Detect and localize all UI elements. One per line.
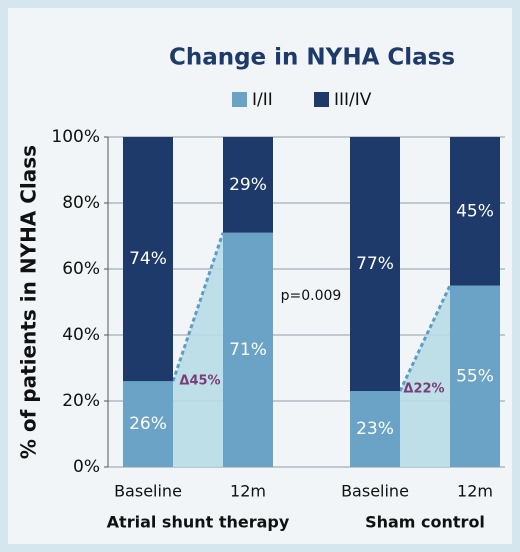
x-tick-label: 12m xyxy=(230,482,266,501)
legend-label: I/II xyxy=(252,90,273,110)
chart-title: Change in NYHA Class xyxy=(169,45,455,71)
legend-swatch xyxy=(232,92,247,107)
bar-segment xyxy=(350,391,400,467)
data-label: 26% xyxy=(129,414,167,434)
data-label: 23% xyxy=(356,419,394,439)
y-tick-label: 0% xyxy=(73,457,100,477)
bar-segment xyxy=(350,137,400,392)
annotation: p=0.009 xyxy=(281,288,342,304)
y-tick-label: 40% xyxy=(62,325,100,345)
data-label: 74% xyxy=(129,249,167,269)
annotation: Δ45% xyxy=(179,374,220,389)
change-line xyxy=(398,284,452,392)
bar-segment xyxy=(123,137,173,382)
legend-label: III/IV xyxy=(334,90,372,110)
data-label: 71% xyxy=(229,340,267,360)
bar-segment xyxy=(223,137,273,233)
x-tick-label: Baseline xyxy=(114,482,182,501)
group-label: Atrial shunt therapy xyxy=(107,513,290,532)
x-tick-label: Baseline xyxy=(341,482,409,501)
y-tick-label: 100% xyxy=(51,127,100,147)
data-label: 29% xyxy=(229,175,267,195)
bar-segment xyxy=(450,285,500,467)
group-label: Sham control xyxy=(365,513,485,532)
bar-segment xyxy=(123,381,173,467)
y-tick-label: 80% xyxy=(62,193,100,213)
change-area xyxy=(400,285,450,467)
data-label: 55% xyxy=(456,366,494,386)
change-line xyxy=(171,232,225,382)
change-area xyxy=(173,232,223,467)
annotation: Δ22% xyxy=(403,382,444,397)
bar-segment xyxy=(450,137,500,286)
legend-swatch xyxy=(314,92,329,107)
y-tick-label: 20% xyxy=(62,391,100,411)
data-label: 77% xyxy=(356,254,394,274)
data-label: 45% xyxy=(456,201,494,221)
y-tick-label: 60% xyxy=(62,259,100,279)
x-tick-label: 12m xyxy=(457,482,493,501)
bar-segment xyxy=(223,232,273,467)
y-axis-label: % of patients in NYHA Class xyxy=(17,145,41,459)
